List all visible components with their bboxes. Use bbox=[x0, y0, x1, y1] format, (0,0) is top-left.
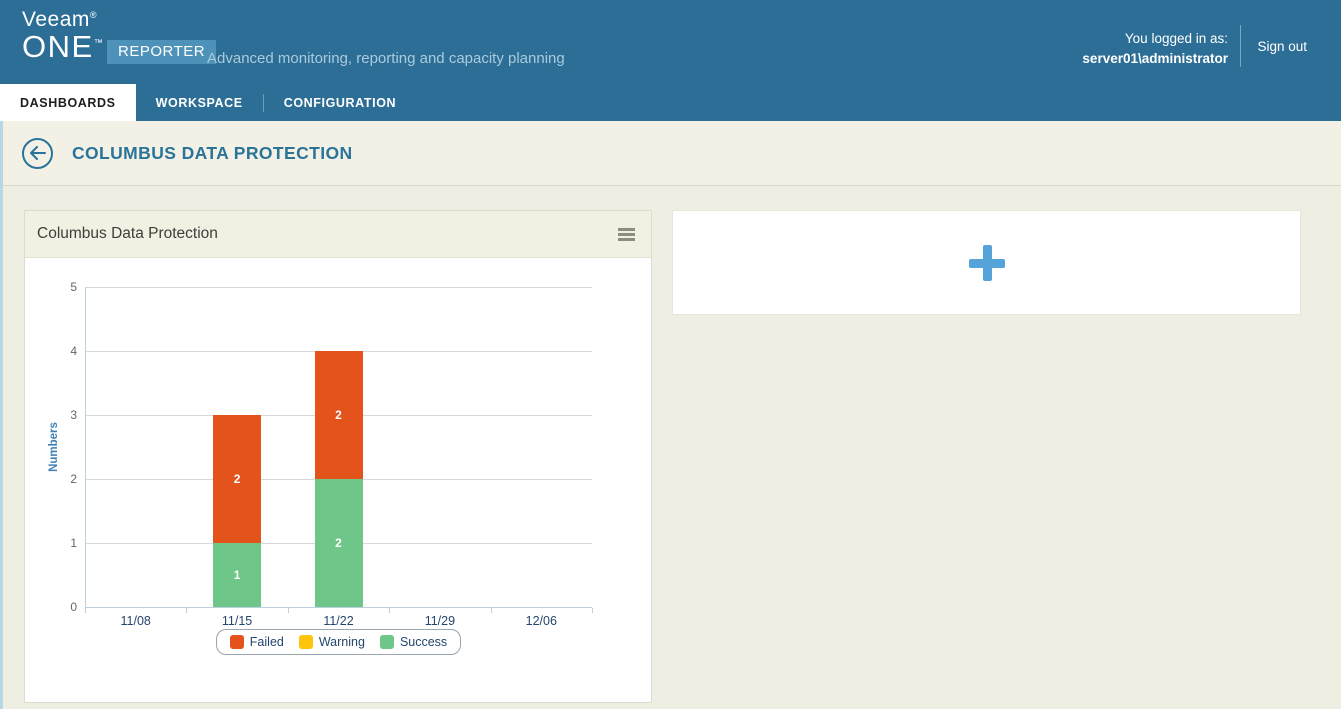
legend-box: Failed Warning Success bbox=[215, 629, 462, 655]
chart-plot: 0 1 2 3 4 5 11/08 1 2 11/15 2 2 11/22 11/29 12/06 bbox=[70, 280, 593, 628]
dashboard-widget-panel: Columbus Data Protection Numbers 0 1 2 3 4 5 1… bbox=[24, 210, 652, 703]
app-header: Veeam® ONE™ REPORTER Advanced monitoring… bbox=[0, 0, 1341, 84]
back-button[interactable] bbox=[22, 137, 53, 169]
legend-swatch-icon bbox=[229, 635, 244, 649]
legend-item-failed: Failed bbox=[229, 635, 284, 649]
x-tick-label: 11/29 bbox=[424, 614, 456, 628]
back-arrow-icon bbox=[30, 146, 46, 160]
x-axis-tick bbox=[389, 608, 391, 613]
x-tick-label: 11/08 bbox=[120, 614, 151, 628]
y-axis-title: Numbers bbox=[48, 422, 60, 472]
page-title: COLUMBUS DATA PROTECTION bbox=[72, 142, 353, 163]
hamburger-menu-icon bbox=[618, 227, 635, 241]
logo-one-text: ONE™ bbox=[22, 29, 105, 65]
logo-veeam-text: Veeam® bbox=[22, 8, 98, 31]
page-title-bar: COLUMBUS DATA PROTECTION bbox=[0, 121, 1341, 186]
header-divider bbox=[1240, 25, 1241, 67]
logged-in-label: You logged in as: bbox=[1124, 31, 1228, 46]
sign-out-button[interactable]: Sign out bbox=[1251, 38, 1313, 55]
nav-divider bbox=[262, 93, 264, 112]
bar-segment-failed[interactable]: 2 bbox=[314, 351, 363, 479]
y-tick-label: 5 bbox=[70, 280, 77, 294]
chart-area: Numbers 0 1 2 3 4 5 11/08 1 2 11/15 2 2 11/22 11/29 12… bbox=[25, 258, 651, 702]
legend-label: Failed bbox=[249, 635, 284, 649]
x-axis-tick bbox=[592, 608, 593, 613]
gridline bbox=[85, 287, 592, 288]
legend-swatch-icon bbox=[298, 635, 313, 649]
legend-label: Success bbox=[399, 635, 448, 649]
x-axis-tick bbox=[287, 608, 289, 613]
reporter-badge: REPORTER bbox=[107, 40, 217, 64]
app-tagline: Advanced monitoring, reporting and capac… bbox=[207, 50, 565, 67]
x-axis-line bbox=[85, 607, 592, 608]
bar-segment-failed[interactable]: 2 bbox=[213, 415, 262, 543]
bar-segment-success[interactable]: 2 bbox=[314, 479, 363, 607]
veeam-one-logo: Veeam® ONE™ bbox=[22, 8, 105, 65]
tab-configuration[interactable]: CONFIGURATION bbox=[264, 84, 416, 121]
main-nav: DASHBOARDS WORKSPACE CONFIGURATION bbox=[0, 84, 1341, 121]
x-axis-tick bbox=[490, 608, 492, 613]
legend-item-success: Success bbox=[379, 635, 448, 649]
plus-icon bbox=[968, 244, 1005, 281]
widget-menu-button[interactable] bbox=[614, 222, 639, 247]
left-accent-strip bbox=[0, 121, 3, 709]
legend-label: Warning bbox=[318, 635, 365, 649]
tab-workspace[interactable]: WORKSPACE bbox=[136, 84, 263, 121]
bar-value-label: 1 bbox=[233, 568, 241, 582]
y-tick-label: 1 bbox=[70, 536, 77, 550]
y-tick-label: 2 bbox=[70, 472, 77, 486]
x-tick-label: 11/22 bbox=[323, 614, 354, 628]
x-tick-label: 11/15 bbox=[221, 614, 253, 628]
bar-value-label: 2 bbox=[335, 536, 342, 550]
y-tick-label: 0 bbox=[70, 600, 77, 614]
x-tick-label: 12/06 bbox=[525, 614, 557, 628]
logged-in-as: You logged in as: server01\administrator bbox=[1082, 29, 1228, 70]
legend-swatch-icon bbox=[379, 635, 394, 649]
y-tick-label: 4 bbox=[70, 344, 77, 358]
bar-value-label: 2 bbox=[335, 408, 342, 422]
chart-legend: Failed Warning Success bbox=[85, 629, 592, 655]
widget-title: Columbus Data Protection bbox=[37, 225, 218, 242]
logged-in-user: server01\administrator bbox=[1082, 51, 1228, 67]
bar-segment-success[interactable]: 1 bbox=[213, 543, 262, 607]
x-axis-tick bbox=[186, 608, 188, 613]
y-tick-label: 3 bbox=[70, 408, 77, 422]
tab-dashboards[interactable]: DASHBOARDS bbox=[0, 84, 136, 121]
y-axis-line bbox=[85, 287, 86, 608]
widget-header: Columbus Data Protection bbox=[25, 211, 651, 258]
add-widget-panel[interactable] bbox=[672, 210, 1301, 315]
legend-item-warning: Warning bbox=[298, 635, 365, 649]
x-axis-tick bbox=[85, 608, 86, 613]
bar-value-label: 2 bbox=[233, 472, 241, 486]
